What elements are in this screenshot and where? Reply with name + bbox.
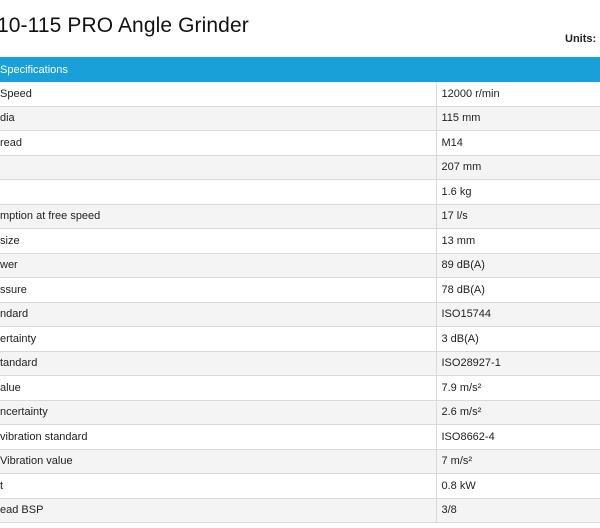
spec-name: read (0, 130, 437, 156)
spec-name: ndard (0, 302, 437, 327)
spec-row: ead BSP 3/8 (0, 498, 600, 523)
spec-name: ssure (0, 277, 437, 303)
spec-name (0, 179, 437, 205)
spec-row: ndard ISO15744 (0, 302, 600, 327)
page-title: 10-115 PRO Angle Grinder (0, 14, 249, 37)
spec-row: vibration standard ISO8662-4 (0, 424, 600, 450)
spec-value: 1.6 kg (436, 179, 600, 205)
spec-row: ertainty 3 dB(A) (0, 326, 600, 352)
spec-row: size 13 mm (0, 228, 600, 254)
spec-name: Speed (0, 82, 437, 107)
spec-value: 0.8 kW (436, 473, 600, 499)
spec-name: mption at free speed (0, 204, 437, 229)
specifications-body: Speed 12000 r/min dia 115 mm read M14 207 mm 1… (0, 82, 600, 523)
spec-name: t (0, 473, 437, 499)
spec-name: ead BSP (0, 498, 437, 523)
spec-value: 115 mm (436, 106, 600, 131)
spec-value: ISO28927-1 (436, 351, 600, 376)
spec-value: 3 dB(A) (436, 326, 600, 352)
spec-row: 1.6 kg (0, 179, 600, 205)
specifications-header: Specifications (0, 57, 600, 82)
spec-row: alue 7.9 m/s² (0, 375, 600, 401)
spec-row: ncertainty 2.6 m/s² (0, 400, 600, 425)
spec-value: 12000 r/min (436, 82, 600, 107)
spec-name: Vibration value (0, 449, 437, 474)
spec-name: vibration standard (0, 424, 437, 450)
spec-row: 207 mm (0, 155, 600, 180)
spec-value: 7.9 m/s² (436, 375, 600, 401)
spec-name: alue (0, 375, 437, 401)
spec-row: dia 115 mm (0, 106, 600, 131)
spec-value: 89 dB(A) (436, 253, 600, 278)
units-label: Units: (565, 33, 597, 45)
spec-row: mption at free speed 17 l/s (0, 204, 600, 229)
spec-name: size (0, 228, 437, 254)
spec-name: ertainty (0, 326, 437, 352)
spec-value: 3/8 (436, 498, 600, 523)
spec-row: read M14 (0, 130, 600, 156)
spec-row: t 0.8 kW (0, 473, 600, 499)
spec-value: 13 mm (436, 228, 600, 254)
spec-value: 207 mm (436, 155, 600, 180)
spec-row: Speed 12000 r/min (0, 82, 600, 107)
spec-row: wer 89 dB(A) (0, 253, 600, 278)
spec-row: Vibration value 7 m/s² (0, 449, 600, 474)
spec-value: 2.6 m/s² (436, 400, 600, 425)
spec-value: 78 dB(A) (436, 277, 600, 303)
spec-name: dia (0, 106, 437, 131)
spec-value: ISO15744 (436, 302, 600, 327)
spec-row: tandard ISO28927-1 (0, 351, 600, 376)
spec-name: tandard (0, 351, 437, 376)
specifications-header-row: Specifications (0, 57, 600, 82)
spec-name: wer (0, 253, 437, 278)
spec-value: ISO8662-4 (436, 424, 600, 450)
spec-name: ncertainty (0, 400, 437, 425)
spec-value: M14 (436, 130, 600, 156)
spec-value: 17 l/s (436, 204, 600, 229)
spec-value: 7 m/s² (436, 449, 600, 474)
spec-name (0, 155, 437, 180)
specifications-table: Specifications Speed 12000 r/min dia 115 m… (0, 57, 600, 523)
spec-row: ssure 78 dB(A) (0, 277, 600, 303)
